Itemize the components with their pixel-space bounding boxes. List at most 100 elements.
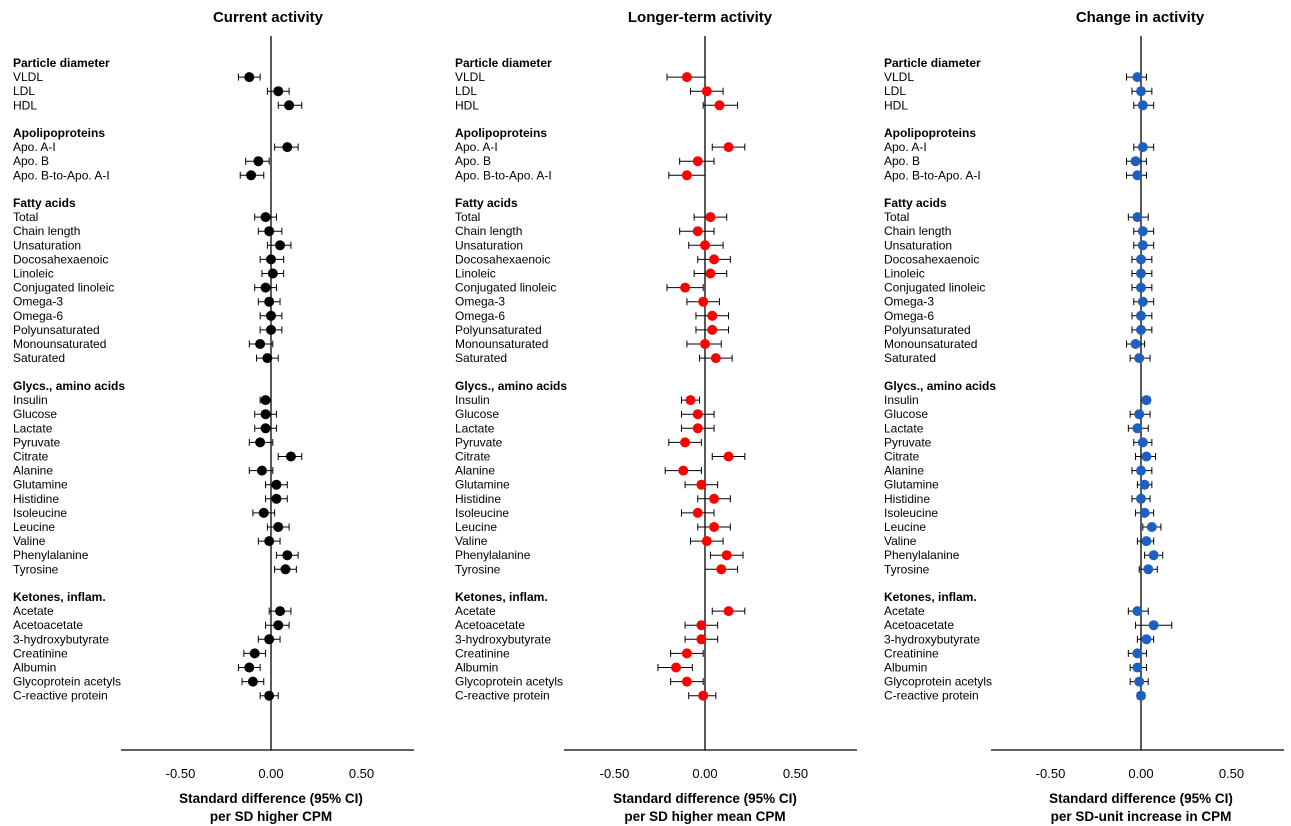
row-label: LDL [455, 84, 477, 98]
row-label: Polyunsaturated [455, 323, 542, 337]
x-tick-label: 0.50 [1219, 766, 1244, 781]
row-label: Phenylalanine [455, 548, 531, 562]
point-estimate [1137, 437, 1148, 448]
point-estimate [714, 100, 725, 111]
row-label: Saturated [884, 351, 936, 365]
point-estimate [1132, 423, 1143, 434]
point-estimate [1132, 648, 1143, 659]
point-estimate [247, 676, 258, 687]
row-label: Monounsaturated [884, 337, 977, 351]
point-estimate [1134, 676, 1145, 687]
forest-panel-1: Current activity -0.50 0.00 0.50 Standard di… [13, 9, 414, 824]
row-label: Creatinine [13, 646, 68, 660]
row-label: Citrate [884, 450, 920, 464]
x-axis-label-line2: per SD-unit increase in CPM [1051, 809, 1232, 824]
point-estimate [1132, 606, 1143, 617]
group-header: Glycs., amino acids [13, 379, 125, 393]
point-estimate [260, 212, 271, 223]
point-estimate [285, 451, 296, 462]
row-label: Omega-6 [13, 309, 63, 323]
row-label: Acetate [13, 604, 54, 618]
point-estimate [1143, 564, 1154, 575]
row-label: Unsaturation [455, 238, 523, 252]
row-label: Leucine [13, 520, 55, 534]
forest-panel-3: Change in activity -0.50 0.00 0.50 Standard … [884, 9, 1284, 824]
x-axis-label: Standard difference (95% CI) [613, 791, 797, 806]
row-label: Apo. B [13, 154, 49, 168]
row-label: HDL [13, 98, 37, 112]
point-estimate [280, 564, 291, 575]
row-label: VLDL [13, 70, 43, 84]
row-label: C-reactive protein [884, 689, 979, 703]
point-estimate [260, 409, 271, 420]
row-label: Polyunsaturated [884, 323, 971, 337]
group-header: Fatty acids [455, 196, 518, 210]
row-label: Chain length [884, 224, 951, 238]
point-estimate [260, 395, 271, 406]
point-estimate [1132, 662, 1143, 673]
row-label: Glucose [884, 407, 928, 421]
point-estimate [692, 507, 703, 518]
point-estimate [246, 170, 257, 181]
row-label: Pyruvate [455, 435, 503, 449]
row-label: 3-hydroxybutyrate [13, 632, 109, 646]
point-estimate [266, 254, 276, 265]
group-header: Ketones, inflam. [455, 590, 548, 604]
row-label: Histidine [884, 492, 930, 506]
point-estimate [692, 423, 703, 434]
panel-title: Current activity [213, 9, 324, 26]
point-estimate [271, 479, 282, 490]
point-estimate [696, 634, 707, 645]
point-estimate [275, 606, 286, 617]
row-label: Monounsaturated [13, 337, 106, 351]
row-label: Creatinine [455, 646, 510, 660]
point-estimate [692, 156, 703, 167]
group-header: Apolipoproteins [884, 126, 976, 140]
row-label: Lactate [13, 421, 53, 435]
point-estimate [1141, 451, 1152, 462]
row-label: Chain length [455, 224, 522, 238]
row-label: Histidine [13, 492, 59, 506]
point-estimate [678, 465, 689, 476]
x-tick-label: -0.50 [166, 766, 196, 781]
row-label: Glucose [455, 407, 499, 421]
row-label: Apo. B-to-Apo. A-I [13, 168, 110, 182]
row-label: Saturated [13, 351, 65, 365]
point-estimate [267, 268, 278, 279]
row-label: Albumin [13, 661, 56, 675]
point-estimate [273, 86, 284, 97]
point-estimate [696, 620, 707, 631]
point-estimate [1134, 353, 1145, 364]
point-estimate [680, 437, 691, 448]
point-estimate [282, 142, 293, 153]
group-header: Glycs., amino acids [455, 379, 567, 393]
point-estimate [264, 634, 275, 645]
point-estimate [244, 662, 255, 673]
point-estimate [266, 324, 276, 335]
point-estimate [262, 353, 273, 364]
row-label: Alanine [884, 464, 924, 478]
row-label: Valine [884, 534, 917, 548]
point-estimate [1137, 240, 1148, 251]
row-label: Linoleic [884, 267, 925, 281]
point-estimate [273, 522, 284, 532]
point-estimate [282, 550, 293, 561]
point-estimate [1141, 395, 1152, 406]
point-estimate [681, 170, 692, 181]
point-estimate [255, 437, 266, 448]
row-label: Insulin [455, 393, 490, 407]
row-label: Apo. B [455, 154, 491, 168]
group-header: Fatty acids [884, 196, 947, 210]
row-label: Tyrosine [455, 562, 501, 576]
row-label: Conjugated linoleic [13, 281, 114, 295]
point-estimate [1132, 72, 1143, 83]
point-estimate [716, 564, 727, 575]
row-label: Alanine [455, 464, 495, 478]
point-estimate [681, 648, 692, 659]
point-estimate [1136, 324, 1146, 335]
point-estimate [685, 395, 696, 406]
point-estimate [1134, 409, 1145, 420]
row-label: Pyruvate [13, 435, 61, 449]
x-tick-label: 0.50 [349, 766, 374, 781]
row-label: Valine [13, 534, 46, 548]
